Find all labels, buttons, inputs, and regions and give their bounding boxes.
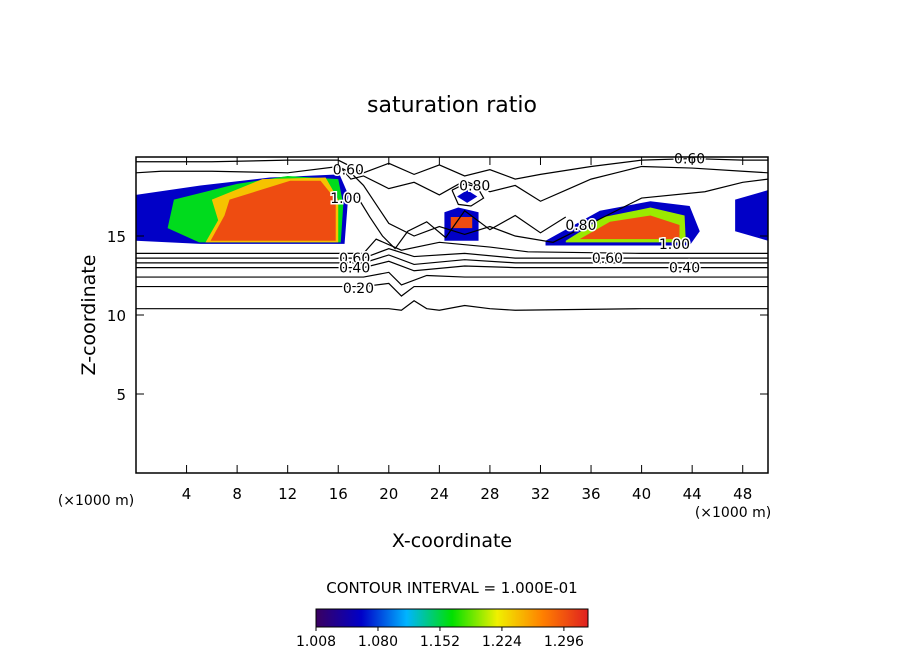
filled-region <box>735 190 768 241</box>
x-tick-label: 20 <box>379 485 398 503</box>
y-tick-label: 5 <box>116 386 126 404</box>
contour-label: 0.40 <box>339 261 370 277</box>
contour-line <box>136 238 768 254</box>
x-tick-label: 48 <box>733 485 752 503</box>
filled-region <box>450 217 473 229</box>
colorbar <box>315 608 589 628</box>
x-tick-label: 12 <box>278 485 297 503</box>
contour-line <box>451 183 485 207</box>
contour-label: 0.20 <box>343 281 374 297</box>
x-tick-label: 4 <box>182 485 192 503</box>
colorbar-tick-label: 1.224 <box>482 634 522 650</box>
filled-region <box>579 215 680 240</box>
overlay: 0.601.000.800.801.000.600.400.200.600.40… <box>329 150 707 299</box>
contour-label: 0.60 <box>674 152 705 168</box>
contour-label: 0.60 <box>339 251 370 267</box>
x-tick-label: 44 <box>683 485 702 503</box>
x-tick-label: 36 <box>581 485 600 503</box>
contour-line <box>136 157 768 180</box>
colorbar-tick-label: 1.152 <box>420 634 460 650</box>
colorbar-tick-label: 1.080 <box>358 634 398 650</box>
contour-line <box>136 300 768 311</box>
y-tick-label: 10 <box>107 307 126 325</box>
contour-label: 1.00 <box>659 237 690 253</box>
filled-region <box>457 190 478 203</box>
contour-label: 0.60 <box>592 251 623 267</box>
contour-label: 1.00 <box>330 191 361 207</box>
contour-line <box>136 271 768 286</box>
contour-line <box>356 196 567 250</box>
colorbar-tick-label: 1.296 <box>544 634 584 650</box>
chart-title: saturation ratio <box>367 93 537 118</box>
y-tick-label: 15 <box>107 228 126 246</box>
contour-line <box>136 248 768 259</box>
colorbar-tick-label: 1.008 <box>296 634 336 650</box>
contour-interval: CONTOUR INTERVAL = 1.000E-01 <box>326 579 577 597</box>
contour-label: 0.40 <box>669 261 700 277</box>
filled-region <box>210 180 336 241</box>
x-tick-label: 24 <box>430 485 449 503</box>
contour-label: 0.60 <box>333 163 364 179</box>
y-axis-label: Z-coordinate <box>78 255 100 376</box>
y-unit: (×1000 m) <box>58 493 134 509</box>
x-unit: (×1000 m) <box>695 505 771 521</box>
contour-label: 0.80 <box>565 218 596 234</box>
x-tick-label: 40 <box>632 485 651 503</box>
x-tick-label: 16 <box>329 485 348 503</box>
x-tick-label: 32 <box>531 485 550 503</box>
filled-regions <box>136 174 768 246</box>
contour-line <box>136 165 768 243</box>
contour-line <box>136 282 768 297</box>
contour-lines <box>136 157 768 311</box>
x-axis-label: X-coordinate <box>392 530 512 552</box>
x-tick-label: 28 <box>480 485 499 503</box>
contour-line <box>136 260 768 272</box>
contour-line <box>136 254 768 266</box>
x-tick-label: 8 <box>232 485 242 503</box>
contour-label: 0.80 <box>459 178 490 194</box>
contour-line <box>337 164 768 202</box>
